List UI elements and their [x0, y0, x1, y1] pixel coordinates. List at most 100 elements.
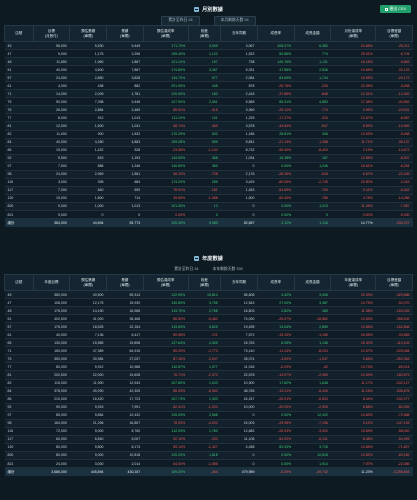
total-cell: 44,694	[69, 218, 107, 228]
column-header[interactable]: 預估達成率 (單獨)	[142, 25, 189, 42]
table-row: 81 202,500 22,000 19,628 76.71% -2,372 22,578-…	[4, 370, 413, 380]
table-cell: 15,589	[69, 338, 107, 348]
table-cell: 86.93%	[143, 387, 189, 396]
column-header[interactable]: 成長率	[256, 274, 295, 291]
table-cell: -8,307	[375, 154, 413, 163]
column-header[interactable]: 預估業績 (單獨)	[69, 25, 107, 42]
table-cell: 10,818	[294, 451, 331, 460]
table-cell: -416	[188, 105, 221, 115]
table-row: 82 11,000 900 1,532 170.29% 632 1,186 28.81% 346…	[4, 130, 413, 139]
table-cell: 174.80%	[143, 65, 189, 75]
table-row: 47 108,000 12,175 15,930 130.80% 3,755 12,543 2…	[4, 298, 413, 308]
table-cell: 16,420	[69, 395, 107, 404]
table-cell: 9.66%	[330, 354, 376, 364]
table-cell: 1,818	[188, 451, 221, 460]
table-cell: 8,760	[106, 427, 144, 436]
table-cell: 11.17%	[330, 379, 376, 388]
table-cell: 11,000	[33, 130, 70, 139]
total-cell: -264	[188, 467, 221, 477]
table-cell: 107.73%	[143, 395, 189, 404]
column-header[interactable]: 預估達成率 (單獨)	[142, 274, 189, 291]
table-cell: 2,415	[220, 89, 258, 99]
table-row: 820 80,000 9,000 10,818 120.20% 1,818 0 0.00% 10…	[4, 451, 413, 460]
column-header[interactable]: 預估業績 (單獨)	[69, 274, 107, 291]
column-header[interactable]: 目標差額 (單獨)	[375, 274, 413, 291]
table-row: 57 175,000 18,525 22,154 119.63% 3,629 19,495 1…	[4, 322, 413, 332]
export-csv-button[interactable]: 匯出 CSV	[379, 5, 411, 13]
table-cell: 5,530	[69, 41, 107, 51]
table-cell: -26.93%	[257, 427, 295, 436]
table-row: 98 164,000 21,296 16,807 78.93% -4,002 24,003-…	[4, 419, 413, 428]
table-cell: -2,950	[294, 370, 331, 380]
table-cell: 61	[4, 81, 34, 91]
table-cell: -23.36%	[143, 146, 189, 155]
table-cell: 2,568	[188, 411, 221, 420]
column-header[interactable]: 目標 (月數付)	[32, 25, 71, 42]
column-header[interactable]: 業績 (單獨)	[105, 274, 144, 291]
table-cell: 40,000	[33, 65, 70, 75]
column-header[interactable]: 成長率	[256, 25, 295, 42]
table-row: 120 80,000 9,800 8,173 89.14% -1,427 4,458 83.3…	[4, 443, 413, 452]
table-cell: 0.00%	[257, 411, 295, 420]
table-cell: 815	[69, 154, 107, 163]
table-cell: 149.76%	[257, 57, 295, 67]
table-cell: 9.41%	[330, 186, 376, 195]
table-cell: -2,316	[375, 178, 413, 187]
table-cell: 9,000	[33, 49, 70, 59]
table-cell: -356,532	[375, 314, 413, 324]
table-cell: 19,628	[106, 370, 144, 380]
table-row: 821 9,000 0 0 0.00% 0 0 0.00% 0 0.00% -9,000	[4, 210, 413, 220]
table-cell: 1,760	[188, 427, 221, 436]
table-cell: 10,986	[106, 362, 144, 372]
total-label: 總計	[4, 218, 34, 228]
table-cell: -69,182	[375, 451, 413, 460]
table-cell: -2,372	[188, 370, 221, 380]
table-cell: 0	[106, 210, 144, 220]
table-cell: -25.78%	[257, 81, 295, 91]
table-cell: 82.41%	[143, 403, 189, 412]
column-header[interactable]: 去年同期	[220, 25, 258, 42]
table-cell: -35,137	[375, 138, 413, 147]
table-cell: -233	[188, 435, 221, 444]
column-header[interactable]: 店號	[4, 274, 34, 291]
table-cell: 195.40%	[143, 49, 189, 59]
table-cell: -1,086	[188, 194, 221, 203]
table-cell: -6,440	[294, 387, 331, 396]
table-cell: 15.69%	[330, 427, 376, 436]
column-header[interactable]: 業績 (單獨)	[105, 25, 144, 42]
table-cell: -252,963	[375, 354, 413, 364]
table-cell: -2,773	[188, 346, 221, 356]
table-cell: 3,429	[220, 178, 258, 187]
column-header[interactable]: 目標差額 (單獨)	[375, 25, 413, 42]
table-row: 117 7,000 840 659 78.91% -181 1,453 -54.65% -794…	[4, 186, 413, 195]
column-header[interactable]: 店號	[4, 25, 34, 42]
column-header[interactable]: 成長金額	[293, 25, 332, 42]
total-label: 總計	[4, 467, 34, 477]
column-header[interactable]: 年度達成率 (單獨)	[330, 274, 377, 291]
table-cell: -147,193	[375, 419, 413, 428]
table-cell: 89.14%	[143, 443, 189, 452]
table-cell: 13.52%	[330, 451, 376, 460]
table-cell: 127.90%	[143, 97, 189, 107]
column-header[interactable]: 相差 (單獨)	[187, 25, 222, 42]
table-cell: 92	[4, 154, 34, 163]
column-header[interactable]: 年度目標	[32, 274, 71, 291]
table-cell: 3,828	[106, 73, 144, 83]
table-cell: -32,133	[375, 65, 413, 75]
column-header[interactable]: 去年同期	[220, 274, 258, 291]
table-cell: 4,500	[69, 65, 107, 75]
table-cell: 48	[4, 306, 34, 316]
table-cell: 26,000	[33, 105, 70, 115]
table-cell: 1,246	[294, 162, 331, 171]
table-cell: 11,108	[220, 435, 258, 444]
column-header[interactable]: 月份達成率 (單獨)	[330, 25, 377, 42]
table-cell: 0.00%	[257, 451, 295, 460]
table-cell: 8.48%	[330, 435, 376, 444]
table-cell: 5,007	[106, 435, 144, 444]
column-header[interactable]: 相差 (單獨)	[187, 274, 222, 291]
column-header[interactable]: 成長金額	[293, 274, 332, 291]
table-cell: 368	[188, 154, 221, 163]
table-cell: -153,032	[375, 306, 413, 316]
table-cell: 175,000	[33, 322, 70, 332]
table-cell: 47	[4, 49, 34, 59]
